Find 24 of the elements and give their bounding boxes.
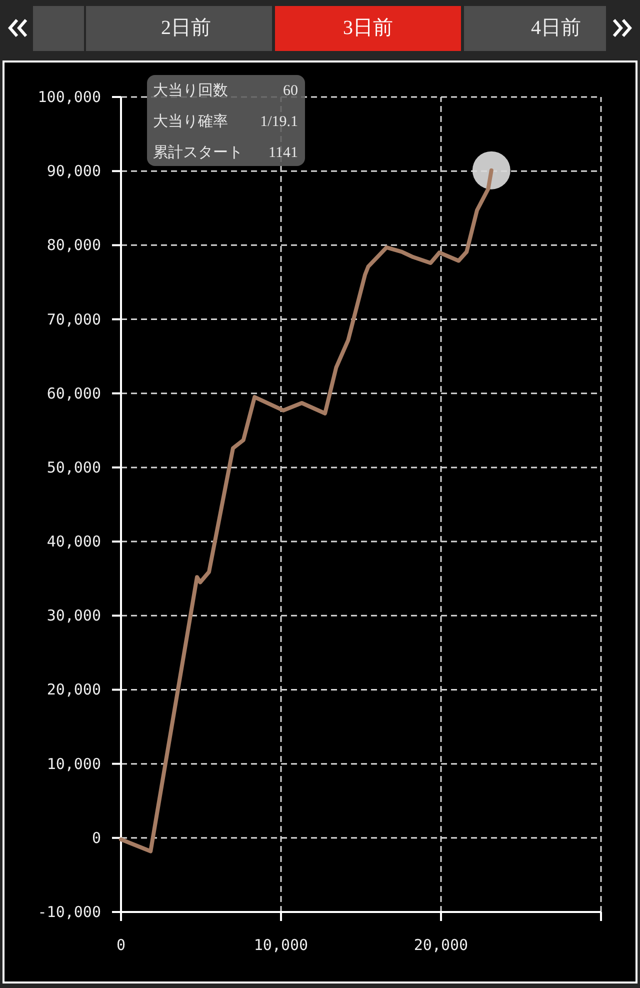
y-tick-label: 30,000: [46, 606, 101, 625]
y-tick-label: 10,000: [46, 754, 101, 773]
x-tick-label: 0: [116, 936, 126, 954]
y-tick-label: 0: [92, 828, 101, 847]
annotation: 60: [283, 83, 298, 99]
x-tick-label: 10,000: [254, 936, 308, 954]
annotation: 1141: [268, 145, 298, 161]
annotation: 累計スタート: [153, 144, 243, 161]
y-tick-label: 20,000: [46, 680, 101, 699]
y-tick-label: 50,000: [46, 458, 101, 476]
y-tick-label: 70,000: [46, 310, 101, 328]
tab-previous-day: 2日前: [161, 17, 211, 39]
annotation: 大当り回数: [153, 82, 228, 99]
x-tick-label: 20,000: [414, 936, 468, 954]
annotation: 1/19.1: [260, 114, 298, 130]
annotation: 大当り確率: [153, 113, 228, 130]
y-tick-label: 90,000: [46, 162, 101, 180]
y-tick-label: -10,000: [38, 903, 101, 921]
y-tick-label: 40,000: [46, 532, 101, 551]
y-tick-label: 60,000: [46, 384, 101, 402]
y-tick-label: 80,000: [46, 236, 101, 254]
y-tick-label: 100,000: [38, 88, 101, 106]
tab-next-day: 4日前: [531, 17, 581, 39]
title-tab-selected: 3日前: [343, 17, 393, 39]
